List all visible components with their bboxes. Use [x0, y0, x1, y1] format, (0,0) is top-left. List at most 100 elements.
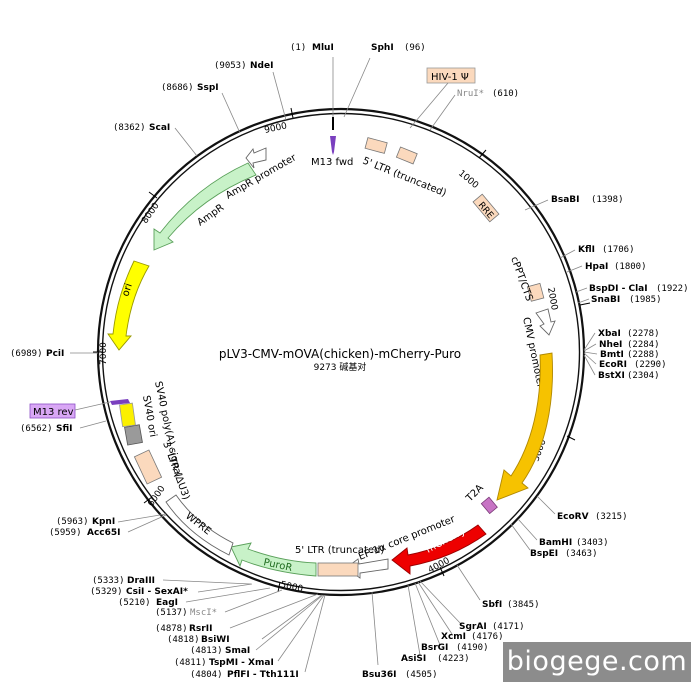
site-pos-bmti: (2288)	[627, 350, 660, 360]
site-labels: (1) MluI SphI (96) NruI* (610) BsaBI (13…	[10, 43, 689, 680]
feature-3ltr	[133, 449, 163, 485]
leader-bamhi	[517, 518, 538, 541]
leader-bstxi	[583, 354, 596, 376]
site-bsu36i: Bsu36I	[362, 670, 397, 680]
site-pos-bamhi: (3403)	[576, 538, 609, 548]
site-pos-csii: (5329)	[90, 587, 123, 597]
site-pos-sfii: (6562)	[20, 424, 53, 434]
feature-m13-rev	[110, 399, 130, 405]
site-pos-hpai: (1800)	[614, 262, 647, 272]
leader-bsu36i	[371, 591, 379, 666]
leader-smai	[255, 594, 324, 651]
site-rsrii: RsrII	[189, 624, 212, 634]
site-leaders	[70, 57, 598, 673]
tick-label-6000: 6000	[146, 484, 167, 509]
site-pos-kpni: (5963)	[56, 517, 89, 527]
site-pos-mlui: (1)	[290, 43, 306, 53]
tick-label-1000: 1000	[456, 169, 480, 192]
feature-wpre	[165, 494, 234, 556]
leader-hpai	[566, 265, 583, 273]
feature-sv40-ori	[124, 424, 143, 446]
site-pos-sphi: (96)	[404, 43, 426, 53]
feature-5ltr-left	[364, 137, 388, 154]
leader-hiv	[409, 82, 449, 129]
site-bstxi: BstXI	[598, 371, 625, 381]
leader-snabi	[577, 298, 590, 304]
site-csii-sexai: CsiI - SexAI*	[126, 587, 188, 597]
site-pos-acc65i: (5959)	[49, 528, 82, 538]
site-smai: SmaI	[225, 646, 250, 656]
feature-cppt-cts	[526, 282, 545, 302]
leader-bsiwi	[261, 594, 323, 640]
site-sgrai: SgrAI	[459, 622, 487, 632]
site-pos-ecori: (2290)	[634, 360, 667, 370]
leader-scai	[174, 127, 198, 157]
leader-tspmi	[277, 594, 325, 662]
site-kpni: KpnI	[92, 517, 115, 527]
site-pos-eagi: (5210)	[118, 598, 151, 608]
site-sfii: SfiI	[56, 424, 73, 434]
features: 5' LTR (truncated) HIV-1 Ψ RRE cPPT/CTS …	[29, 67, 556, 579]
tick-label-9000: 9000	[264, 121, 289, 136]
site-pos-kfli: (1706)	[602, 245, 635, 255]
leader-asisi	[407, 584, 421, 656]
tick-5000	[277, 581, 281, 593]
site-mlui: MluI	[312, 43, 334, 53]
label-t2a: T2A	[464, 483, 486, 505]
tick-2000	[579, 302, 591, 306]
leader-sspi	[221, 92, 241, 134]
tick-3000	[566, 435, 576, 441]
leader-bsrgi	[414, 582, 441, 646]
site-pos-bspdi-clai: (1922)	[656, 284, 689, 294]
site-pos-nrui: (610)	[492, 89, 519, 99]
site-nhei: NheI	[599, 340, 622, 350]
site-ndei: NdeI	[250, 61, 273, 71]
site-eagi: EagI	[156, 598, 178, 608]
site-bsiwi: BsiWI	[201, 635, 230, 645]
site-ecorv: EcoRV	[557, 512, 589, 522]
site-sphi: SphI	[371, 43, 394, 53]
site-nrui: NruI*	[457, 89, 484, 99]
site-pos-sgrai: (4171)	[492, 622, 525, 632]
site-pos-bspei: (3463)	[565, 549, 598, 559]
site-pos-bstxi: (2304)	[627, 371, 660, 381]
site-sbfi: SbfI	[482, 600, 502, 610]
feature-rre	[472, 193, 500, 223]
feature-5ltr-bottom	[317, 562, 359, 577]
leader-sphi	[343, 57, 371, 118]
site-pos-sspi: (8686)	[161, 83, 194, 93]
leader-msci	[224, 589, 283, 613]
tick-1000	[478, 149, 487, 159]
feature-hiv1-psi	[426, 67, 476, 84]
site-bspei: BspEI	[530, 549, 558, 559]
site-pos-bsabi: (1398)	[591, 195, 624, 205]
watermark: biogege.com	[503, 642, 691, 682]
site-snabi: SnaBI	[591, 295, 620, 305]
feature-mova	[496, 352, 553, 501]
site-pos-ndei: (9053)	[214, 61, 247, 71]
site-pos-snabi: (1985)	[629, 295, 662, 305]
site-pos-bsu36i: (4505)	[405, 670, 438, 680]
leader-sbfi	[456, 564, 481, 601]
site-pos-pcii: (6989)	[10, 349, 43, 359]
leader-sfii	[79, 420, 107, 429]
leader-csii	[197, 583, 253, 593]
site-bspdi-clai: BspDI - ClaI	[589, 284, 648, 294]
tick-label-5000: 5000	[279, 580, 304, 595]
site-xcmi: XcmI	[441, 632, 466, 642]
leader-bspei	[510, 523, 531, 551]
feature-ampr	[153, 162, 257, 251]
site-bmti: BmtI	[600, 350, 624, 360]
leader-nhei	[583, 343, 597, 352]
site-pos-nhei: (2284)	[627, 340, 660, 350]
leader-ecori	[583, 352, 597, 365]
label-5ltr-truncated-bottom: 5' LTR (truncated)	[295, 545, 384, 556]
site-ecori: EcoRI	[599, 360, 627, 370]
site-tspmi-xmai: TspMI - XmaI	[209, 658, 274, 668]
site-acc65i: Acc65I	[87, 528, 121, 538]
feature-ori	[107, 260, 150, 351]
site-hpai: HpaI	[585, 262, 608, 272]
label-5ltr-truncated: 5' LTR (truncated)	[361, 156, 448, 200]
leader-acc65i	[127, 514, 167, 533]
